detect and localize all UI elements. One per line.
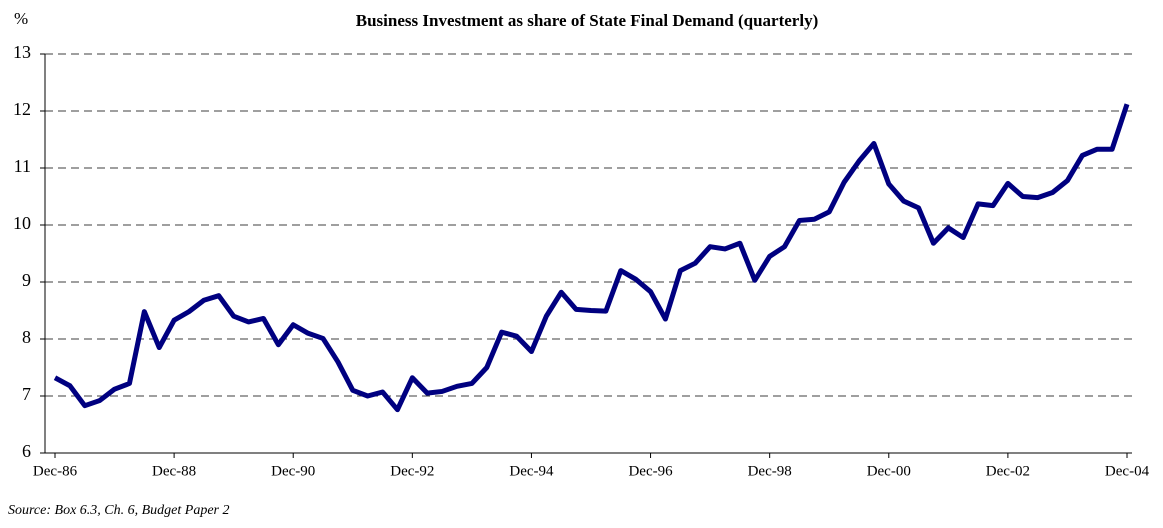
x-tick-label: Dec-96 [628,463,673,479]
x-tick-label: Dec-02 [986,463,1030,479]
x-tick-label: Dec-04 [1105,463,1150,479]
chart-title: Business Investment as share of State Fi… [356,11,818,30]
data-line [53,103,1130,413]
x-tick-label: Dec-00 [867,463,911,479]
x-tick-label: Dec-94 [509,463,554,479]
y-tick-label: 10 [13,213,31,233]
x-tick-label: Dec-86 [33,463,78,479]
source-note: Source: Box 6.3, Ch. 6, Budget Paper 2 [8,503,230,518]
y-tick-label: 7 [22,384,31,404]
y-tick-label: 11 [14,156,31,176]
y-axis-label: % [14,9,28,28]
y-tick-label: 13 [13,42,31,62]
x-tick-label: Dec-98 [748,463,792,479]
y-tick-label: 6 [22,441,31,461]
x-tick-label: Dec-88 [152,463,196,479]
x-tick-label: Dec-92 [390,463,434,479]
y-tick-label: 9 [22,270,31,290]
x-tick-label: Dec-90 [271,463,315,479]
y-tick-label: 8 [22,327,31,347]
y-tick-label: 12 [13,99,31,119]
